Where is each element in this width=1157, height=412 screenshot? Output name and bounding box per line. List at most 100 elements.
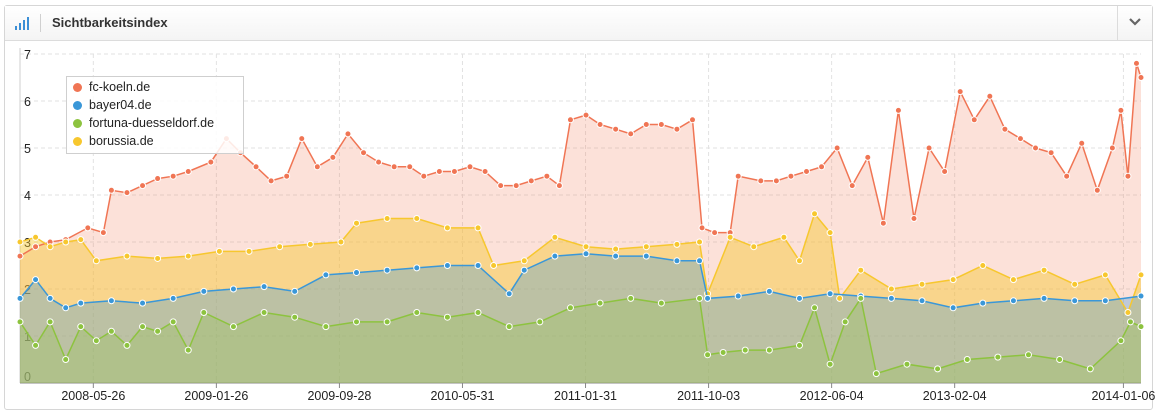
data-point	[696, 257, 704, 265]
data-point	[894, 106, 902, 114]
data-point	[77, 299, 85, 307]
data-point	[62, 238, 70, 246]
data-point	[1071, 280, 1079, 288]
data-point	[1117, 337, 1125, 345]
data-point	[46, 243, 54, 251]
data-point	[337, 238, 345, 246]
data-point	[719, 348, 727, 356]
data-point	[1132, 59, 1140, 67]
data-point	[32, 243, 40, 251]
data-point	[1016, 135, 1024, 143]
series-fortuna-duesseldorf.de	[16, 294, 1145, 378]
data-point	[872, 370, 880, 378]
legend-item-bayer04[interactable]: bayer04.de	[73, 98, 152, 116]
data-point	[390, 163, 398, 171]
visibility-panel: Sichtbarkeitsindex	[4, 5, 1153, 410]
data-point	[139, 323, 147, 331]
legend-dot	[73, 83, 82, 92]
data-point	[344, 130, 352, 138]
data-point	[803, 168, 811, 175]
data-point	[169, 172, 177, 180]
data-point	[949, 276, 957, 284]
data-point	[925, 144, 933, 152]
data-point	[32, 276, 40, 284]
data-point	[215, 247, 223, 255]
data-point	[642, 121, 650, 128]
data-point	[1126, 318, 1134, 326]
legend-label: fortuna-duesseldorf.de	[89, 116, 215, 130]
data-point	[780, 233, 788, 241]
data-point	[765, 346, 773, 354]
legend-item-fc-koeln[interactable]: fc-koeln.de	[73, 80, 150, 98]
x-tick-label: 2009-01-26	[184, 389, 248, 403]
x-tick-label: 2011-01-31	[554, 389, 617, 403]
data-point	[787, 172, 795, 180]
data-point	[443, 262, 451, 269]
data-point	[413, 309, 421, 316]
legend-dot	[73, 137, 82, 146]
data-point	[1024, 351, 1032, 359]
data-point	[657, 121, 665, 128]
data-point	[306, 240, 314, 248]
x-tick-label: 2010-05-31	[430, 389, 494, 403]
series-bayer04.de	[16, 250, 1145, 312]
data-point	[375, 158, 383, 166]
data-point	[642, 252, 650, 260]
data-point	[1101, 271, 1109, 279]
data-point	[903, 360, 911, 368]
data-point	[979, 299, 987, 307]
x-tick-label: 2012-06-04	[800, 389, 864, 403]
data-point	[826, 290, 834, 298]
data-point	[1101, 297, 1109, 305]
data-point	[512, 182, 520, 190]
data-point	[92, 257, 100, 265]
data-point	[857, 266, 865, 274]
data-point	[627, 130, 635, 138]
data-point	[443, 224, 451, 232]
data-point	[979, 262, 987, 269]
data-point	[505, 323, 513, 331]
data-point	[139, 182, 147, 190]
data-point	[184, 168, 192, 175]
data-point	[252, 163, 260, 171]
data-point	[1009, 276, 1017, 284]
data-point	[963, 356, 971, 363]
y-tick-label: 3	[24, 236, 31, 250]
data-point	[229, 323, 237, 331]
data-point	[910, 215, 918, 222]
legend-item-borussia[interactable]: borussia.de	[73, 134, 154, 152]
series-line	[19, 212, 1142, 315]
data-point	[107, 327, 115, 335]
data-point	[443, 313, 451, 321]
data-point	[887, 294, 895, 302]
data-point	[741, 346, 749, 354]
data-point	[582, 250, 590, 258]
collapse-button[interactable]	[1117, 6, 1152, 40]
data-point	[16, 238, 24, 246]
y-tick-label: 5	[24, 142, 31, 156]
data-point	[322, 271, 330, 279]
data-point	[1093, 186, 1101, 194]
data-point	[267, 177, 275, 185]
data-point	[566, 304, 574, 312]
data-point	[994, 353, 1002, 361]
data-point	[826, 360, 834, 368]
data-point	[207, 158, 215, 166]
data-point	[673, 125, 681, 133]
data-point	[360, 149, 368, 157]
data-point	[543, 172, 551, 180]
data-point	[596, 299, 604, 307]
x-tick-label: 2013-02-04	[923, 389, 987, 403]
data-point	[154, 254, 162, 262]
data-point	[826, 229, 834, 237]
y-tick-label: 0	[24, 370, 31, 384]
data-point	[353, 269, 361, 277]
data-point	[283, 172, 291, 180]
header-separator	[40, 14, 41, 32]
data-point	[1137, 292, 1145, 300]
data-point	[1040, 294, 1048, 302]
data-point	[1124, 172, 1132, 180]
data-point	[698, 224, 706, 232]
data-point	[711, 229, 719, 237]
legend-item-fortuna-duesseldorf[interactable]: fortuna-duesseldorf.de	[73, 116, 214, 134]
